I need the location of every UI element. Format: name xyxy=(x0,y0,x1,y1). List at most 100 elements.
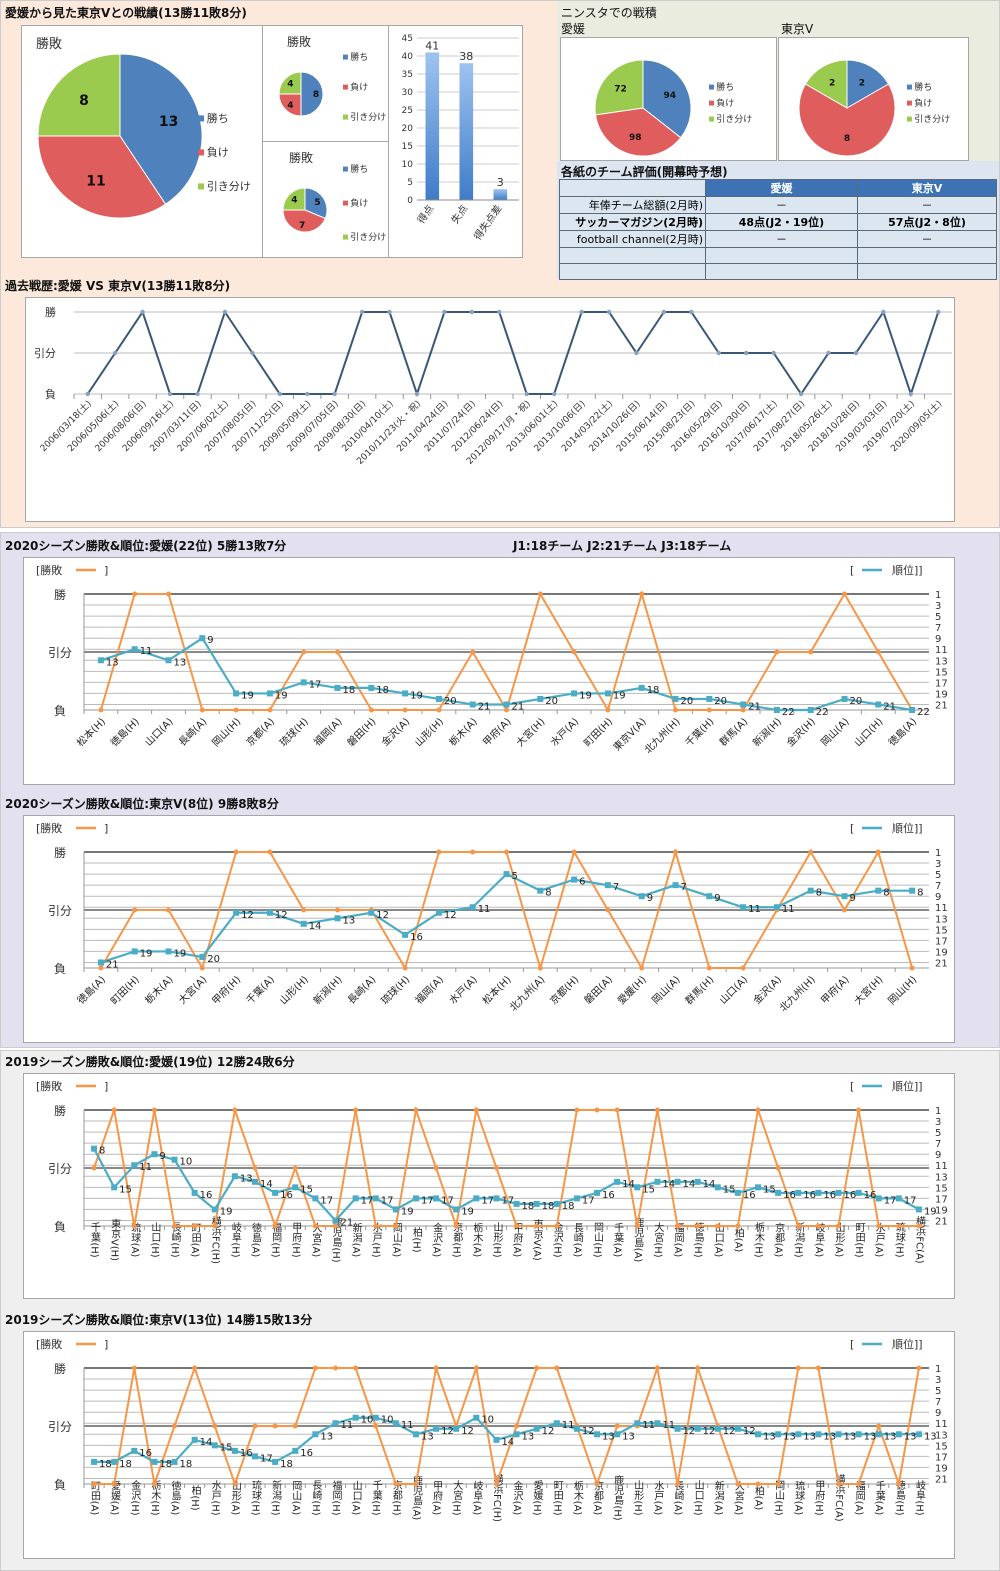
eval-cell: － xyxy=(856,196,998,214)
legend-bracket: [ xyxy=(850,564,854,577)
x-tick-label: 山口(H) xyxy=(852,716,886,750)
x-tick-label: 琉球(H) xyxy=(277,715,311,749)
legend-swatch-loss xyxy=(907,100,912,106)
tokyo2020-title: 2020シーズン勝敗&順位:東京V(8位) 9勝8敗8分 xyxy=(5,797,279,811)
result-point xyxy=(504,849,509,855)
rank-point xyxy=(402,931,409,938)
rank-tick-label: 19 xyxy=(935,1463,948,1474)
result-point xyxy=(402,965,408,971)
rank-data-label: 16 xyxy=(139,1448,152,1459)
result-point xyxy=(166,907,171,913)
x-tick-label: 鹿児島(A) xyxy=(410,1474,422,1520)
bar xyxy=(425,52,440,201)
rank-point xyxy=(915,1206,922,1213)
result-point xyxy=(332,1365,338,1371)
ehime2019-title: 2019シーズン勝敗&順位:愛媛(19位) 12勝24敗6分 xyxy=(5,1055,295,1069)
result-point xyxy=(301,649,307,655)
x-tick-label: 横浜FC(A) xyxy=(833,1473,845,1522)
x-tick-label: 長崎(A) xyxy=(176,715,210,749)
rank-point xyxy=(740,701,747,708)
history-point xyxy=(167,391,173,397)
x-tick-label: 水戸(A) xyxy=(548,716,581,749)
x-tick-label: 2012/06/24(日) xyxy=(450,398,506,454)
x-tick-label: 岐阜(A) xyxy=(813,1221,825,1257)
rank-data-label: 15 xyxy=(220,1442,233,1453)
rank-point xyxy=(571,690,578,697)
x-tick-label: 町田(H) xyxy=(582,716,615,749)
legend-swatch-draw xyxy=(198,183,205,190)
rank-data-label: 13 xyxy=(763,1431,776,1442)
legend-rank-label: 順位]] xyxy=(892,1337,923,1351)
history-point xyxy=(908,391,914,397)
x-tick-label: 横浜FC(A) xyxy=(913,1215,925,1264)
x-tick-label: 磐田(A) xyxy=(581,973,615,1007)
result-point xyxy=(514,1223,520,1229)
rank-point xyxy=(714,1425,721,1432)
x-tick-label: 柏(A) xyxy=(732,1226,744,1252)
result-point xyxy=(876,1423,882,1429)
rank-data-label: 8 xyxy=(545,888,551,899)
rank-data-label: 16 xyxy=(864,1190,877,1201)
rank-point xyxy=(300,920,307,927)
rank-data-label: 19 xyxy=(410,690,423,701)
result-point xyxy=(131,1223,137,1229)
x-tick-label: 千葉(A) xyxy=(612,1222,624,1257)
legend-label: 引き分け xyxy=(207,179,251,193)
x-tick-label: 大宮(A) xyxy=(310,1221,322,1257)
x-tick-label: 松本(H) xyxy=(479,973,513,1007)
x-tick-label: 山形(A) xyxy=(229,1480,241,1515)
rank-data-label: 12 xyxy=(743,1426,756,1437)
rank-point xyxy=(191,1189,198,1196)
rank-tick-label: 15 xyxy=(935,1441,948,1452)
x-tick-label: 千葉(A) xyxy=(243,973,277,1007)
rank-point xyxy=(909,887,916,894)
rank-data-label: 16 xyxy=(803,1190,816,1201)
rank-data-label: 18 xyxy=(542,1201,555,1212)
rank-data-label: 20 xyxy=(545,696,558,707)
rank-data-label: 18 xyxy=(647,685,660,696)
x-tick-label: 千葉(H) xyxy=(89,1222,101,1258)
rank-data-label: 12 xyxy=(441,1426,454,1437)
rank-tick-label: 11 xyxy=(935,1161,948,1172)
history-line xyxy=(86,309,940,398)
rank-point xyxy=(368,909,375,916)
result-point xyxy=(252,1423,258,1429)
rank-data-label: 14 xyxy=(501,1437,514,1448)
x-tick-label: 京都(A) xyxy=(243,715,277,749)
rank-point xyxy=(435,695,442,702)
rank-point xyxy=(795,1189,802,1196)
rank-point xyxy=(231,1447,238,1454)
eval-cell xyxy=(705,263,858,280)
rank-point xyxy=(734,1189,741,1196)
x-tick-label: 福岡(A) xyxy=(311,715,345,749)
rank-point xyxy=(402,690,409,697)
history-point xyxy=(305,391,310,397)
rank-point xyxy=(171,1458,178,1465)
rank-tick-label: 17 xyxy=(935,678,948,689)
eval-cell: 57点(J2・8位) xyxy=(856,213,998,231)
x-tick-label: 栃木(A) xyxy=(571,1479,583,1515)
rank-point xyxy=(372,1195,379,1202)
rank-tick-label: 21 xyxy=(935,958,948,969)
rank-data-label: 16 xyxy=(240,1448,253,1459)
h2h-chart-frame: 勝敗 13 11 8 勝ち 負け 引き分け 勝敗 8 4 4 勝ち 負け 引き分け 勝敗 5 7 4 勝ち 負け引… xyxy=(21,25,523,258)
rank-data-label: 22 xyxy=(816,707,829,718)
rank-data-label: 19 xyxy=(613,690,626,701)
rank-point xyxy=(841,695,848,702)
result-point xyxy=(172,1423,178,1429)
x-tick-label: 磐田(H) xyxy=(344,715,378,749)
pie-slice-loss xyxy=(282,209,326,233)
rank-data-label: 13 xyxy=(843,1431,856,1442)
rank-point xyxy=(165,948,172,955)
rank-data-label: 6 xyxy=(579,877,585,888)
legend-label: 負け xyxy=(350,81,368,93)
pie-data-label: 11 xyxy=(86,174,105,190)
x-tick-label: 横浜FC(H) xyxy=(491,1473,503,1522)
result-point xyxy=(470,849,476,855)
rank-data-label: 18 xyxy=(99,1459,112,1470)
result-point xyxy=(675,1223,681,1229)
rank-tick-label: 11 xyxy=(935,645,948,656)
